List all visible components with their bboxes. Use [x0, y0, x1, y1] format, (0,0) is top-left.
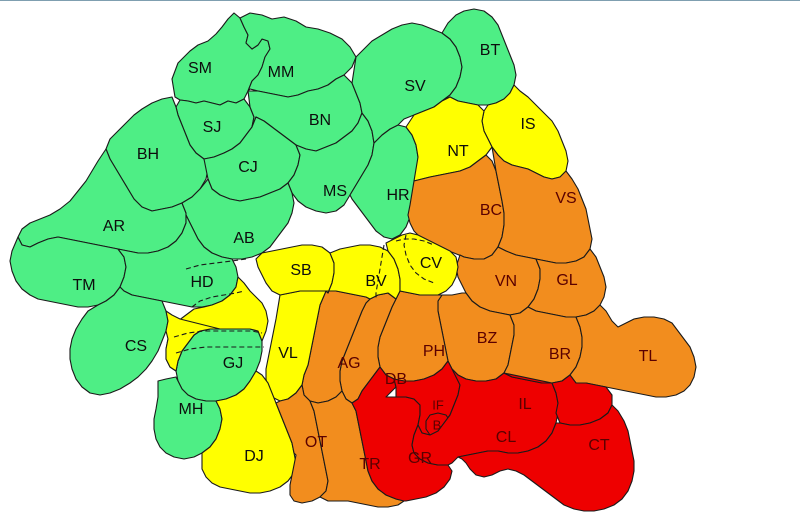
dashed-subborders-group [173, 234, 435, 354]
county-DJ[interactable] [201, 370, 297, 494]
county-CT[interactable] [457, 404, 635, 512]
county-BV[interactable] [325, 244, 401, 300]
county-CV[interactable] [385, 232, 459, 296]
county-BR[interactable] [503, 306, 583, 384]
dashed-border-hd-inner [191, 290, 245, 308]
dashed-border-bv-cv [375, 244, 385, 299]
county-mountain-belt-cs[interactable] [165, 310, 221, 372]
county-IL[interactable] [503, 372, 613, 426]
county-CS[interactable] [69, 286, 169, 396]
county-shapes-group [9, 8, 697, 512]
county-TM[interactable] [9, 236, 127, 308]
dashed-border-cv-inner [403, 234, 435, 284]
county-SB[interactable] [255, 244, 335, 296]
dashed-border-cv-north [395, 238, 435, 246]
dashed-border-hd-ab [185, 258, 247, 270]
